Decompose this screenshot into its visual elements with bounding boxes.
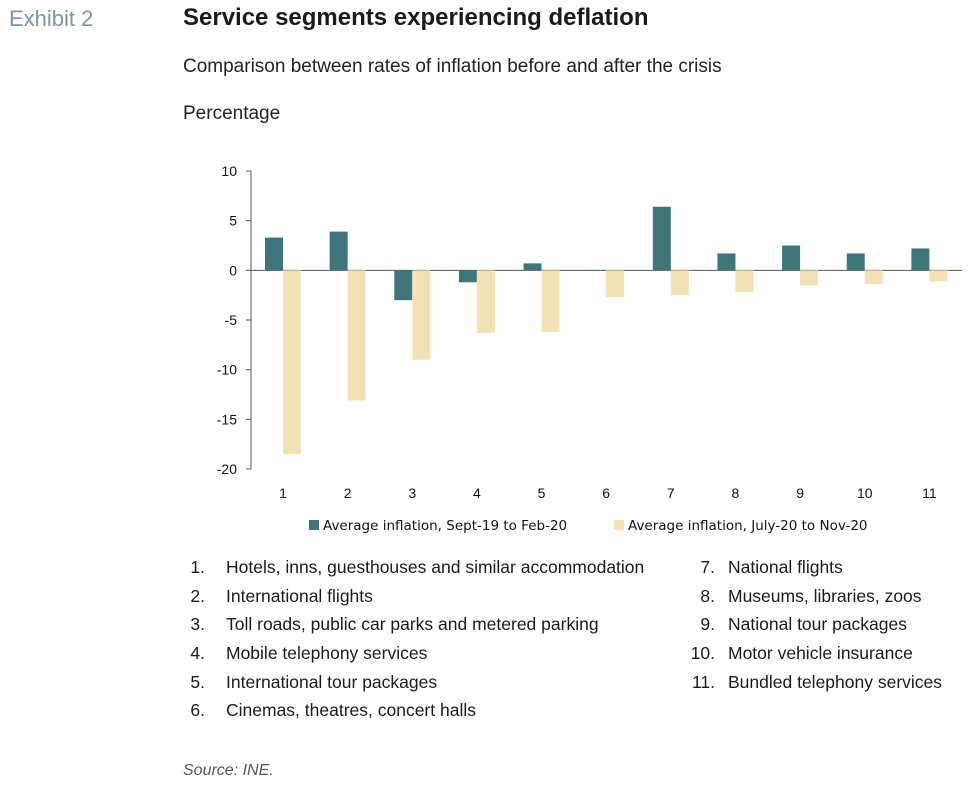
bar-series-1-cat-9 [782,245,801,271]
bar-series-1-cat-1 [265,237,283,271]
bar-series-2-cat-5 [541,270,560,332]
legend-label-series-2: Average inflation, July-20 to Nov-20 [628,518,868,534]
bar-series-2-cat-9 [800,270,819,286]
legend-swatch-series-2 [614,520,624,530]
category-note-7: 7. National flights [685,553,942,582]
y-tick-label: -10 [217,362,237,378]
x-tick-label: 6 [602,485,610,501]
bar-series-2-cat-8 [735,270,754,293]
chart-bars [265,206,948,455]
unit-label: Percentage [183,103,281,124]
category-note-4: 4. Mobile telephony services [183,639,644,668]
category-note-number: 11. [691,671,715,692]
bar-series-2-cat-4 [476,270,495,333]
category-note-6: 6. Cinemas, theatres, concert halls [183,696,644,725]
category-note-number: 2. [190,585,205,606]
x-tick-label: 2 [344,485,352,501]
category-note-number: 5. [190,671,205,692]
bar-series-2-cat-6 [606,270,625,298]
y-tick-label: 0 [229,262,237,278]
x-tick-labels: 1 2 3 4 5 6 7 8 9 10 11 [279,485,937,501]
x-tick-label: 1 [279,485,287,501]
x-tick-label: 3 [408,485,416,501]
x-tick-label: 8 [732,485,740,501]
category-notes-left: 1. Hotels, inns, guesthouses and similar … [183,553,644,725]
bar-series-1-cat-3 [394,270,413,301]
category-note-label: Mobile telephony services [226,643,428,664]
y-tick-labels: 10 5 0 -5 -10 -15 -20 [217,163,237,477]
bar-series-2-cat-7 [670,270,689,296]
y-tick-label: -5 [225,312,238,328]
category-note-number: 8. [700,585,715,606]
category-note-5: 5. International tour packages [183,668,644,697]
category-note-10: 10. Motor vehicle insurance [685,639,942,668]
y-tick-label: -20 [217,461,237,477]
category-note-8: 8. Museums, libraries, zoos [685,582,942,611]
bar-series-2-cat-2 [347,270,366,401]
exhibit-label: Exhibit 2 [9,6,94,31]
category-note-label: Motor vehicle insurance [728,643,913,664]
bar-series-2-cat-10 [864,270,883,285]
category-note-number: 6. [190,700,205,721]
category-note-label: National tour packages [728,614,907,635]
category-note-2: 2. International flights [183,582,644,611]
x-tick-label: 7 [667,485,675,501]
bar-series-2-cat-11 [929,270,948,282]
category-note-9: 9. National tour packages [685,610,942,639]
x-tick-label: 10 [857,485,873,501]
bar-series-1-cat-6 [588,270,607,271]
bar-series-1-cat-7 [652,206,671,271]
bar-series-1-cat-4 [458,270,477,283]
y-tick-label: -15 [217,411,237,427]
category-note-label: Hotels, inns, guesthouses and similar ac… [226,557,645,577]
category-note-label: National flights [728,557,843,577]
bar-series-1-cat-8 [717,253,736,271]
x-tick-label: 11 [922,485,937,501]
category-note-number: 4. [190,643,205,664]
category-note-label: International flights [226,585,373,606]
category-note-label: Toll roads, public car parks and metered… [226,614,599,635]
category-note-label: Bundled telephony services [728,671,943,692]
category-note-label: International tour packages [226,671,438,692]
category-note-label: Museums, libraries, zoos [728,585,922,606]
source-note: Source: INE. [183,762,274,779]
chart-legend: Average inflation, Sept-19 to Feb-20 Aver… [309,518,868,534]
x-tick-label: 9 [796,485,804,501]
bar-series-1-cat-11 [911,248,930,271]
y-tick-label: 10 [221,163,237,179]
category-note-3: 3. Toll roads, public car parks and meter… [183,610,644,639]
category-note-1: 1. Hotels, inns, guesthouses and similar … [183,553,644,582]
legend-label-series-1: Average inflation, Sept-19 to Feb-20 [323,518,567,534]
bar-chart: 10 5 0 -5 -10 -15 -20 1 2 3 4 5 6 7 8 9 10 11 Average in… [217,163,962,534]
bar-series-2-cat-3 [412,270,431,360]
bar-series-2-cat-1 [283,270,301,455]
category-note-number: 10. [690,643,715,664]
category-note-number: 7. [700,557,715,577]
category-note-number: 9. [700,614,715,635]
category-notes-right: 7. National flights 8. Museums, libraries, … [685,553,942,696]
x-tick-label: 5 [538,485,546,501]
bar-series-1-cat-2 [329,231,348,271]
category-note-label: Cinemas, theatres, concert halls [226,700,476,721]
category-note-number: 1. [190,557,205,577]
bar-series-1-cat-5 [523,263,542,271]
x-tick-label: 4 [473,485,481,501]
category-note-11: 11. Bundled telephony services [685,668,942,697]
legend-swatch-series-1 [309,520,319,530]
category-note-number: 3. [190,614,205,635]
bar-series-1-cat-10 [846,253,865,271]
chart-subtitle: Comparison between rates of inflation be… [183,56,722,77]
chart-title: Service segments experiencing deflation [183,4,649,31]
y-tick-label: 5 [229,213,237,229]
